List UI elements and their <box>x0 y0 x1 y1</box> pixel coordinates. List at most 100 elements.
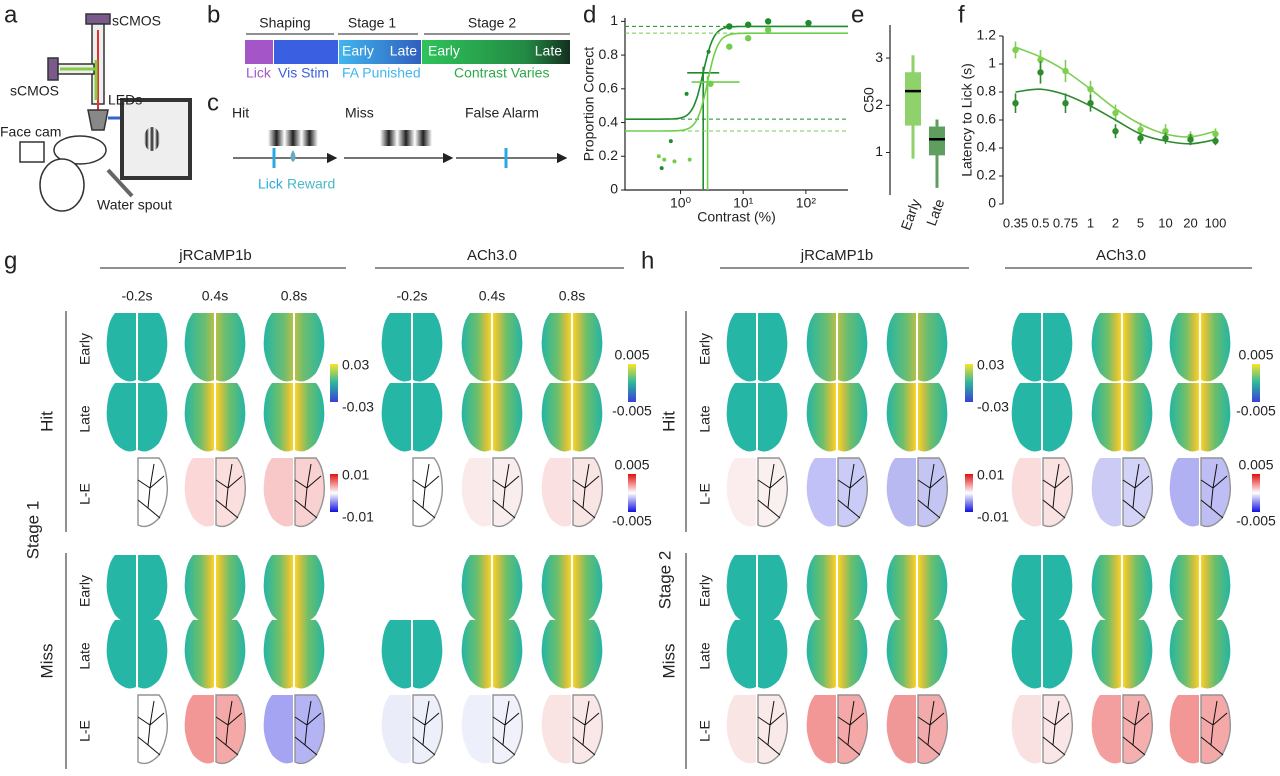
hemisphere <box>806 695 836 764</box>
point <box>744 35 752 42</box>
hemisphere <box>1011 313 1041 382</box>
category-label: Early <box>897 197 923 232</box>
hemisphere <box>1091 555 1121 624</box>
colorbar <box>1252 364 1260 402</box>
phase-label: Stage 2 <box>468 15 516 31</box>
hemisphere <box>837 694 869 765</box>
point <box>656 154 661 159</box>
brain-map <box>541 620 603 689</box>
hemisphere <box>541 695 571 764</box>
phase-note: Contrast Varies <box>454 65 549 81</box>
area-borders <box>412 463 440 519</box>
phase-note: Lick <box>246 65 272 81</box>
hemisphere <box>137 457 169 528</box>
apparatus-label: LEDs <box>108 92 142 108</box>
row-label: Early <box>77 333 93 365</box>
segment <box>422 40 570 64</box>
row-label: Early <box>697 575 713 607</box>
brain-map <box>263 694 326 765</box>
hemisphere <box>138 313 168 382</box>
point <box>1012 100 1019 107</box>
time-label: -0.2s <box>396 288 427 304</box>
hemisphere <box>757 457 789 528</box>
area-borders <box>1122 463 1150 519</box>
hemisphere <box>726 620 756 689</box>
hemisphere <box>1011 695 1041 764</box>
hemisphere <box>726 555 756 624</box>
hemisphere <box>381 458 411 527</box>
y-tick-label: 1.2 <box>977 27 997 43</box>
hemisphere <box>572 694 604 765</box>
colorbar <box>628 474 636 512</box>
point <box>1137 126 1144 133</box>
point <box>1187 136 1194 143</box>
y-tick-label: 0.2 <box>977 167 997 183</box>
brain-map <box>184 694 247 765</box>
colorbar-tick: 0.005 <box>1238 457 1273 473</box>
hemisphere <box>726 383 756 452</box>
indicator-header: ACh3.0 <box>1096 247 1146 264</box>
hemisphere <box>541 313 571 382</box>
brain-map <box>381 383 443 452</box>
hemisphere <box>412 694 444 765</box>
phase-note: FA Punished <box>342 65 421 81</box>
hemisphere <box>573 313 603 382</box>
point <box>764 26 772 34</box>
point <box>1212 130 1219 138</box>
brain-map <box>886 620 948 689</box>
brain-map <box>263 383 325 452</box>
area-borders <box>294 463 322 519</box>
hemisphere <box>838 383 868 452</box>
area-borders <box>837 700 865 756</box>
panel-letter: c <box>207 89 219 116</box>
hemisphere <box>1123 555 1153 624</box>
brain-map <box>1011 694 1074 765</box>
category-label: Late <box>923 197 947 228</box>
colorbar-tick: 0.03 <box>977 357 1004 373</box>
area-borders <box>137 700 165 756</box>
area-borders <box>837 463 865 519</box>
hemisphere <box>1169 695 1199 764</box>
hemisphere <box>886 555 916 624</box>
hemisphere <box>758 383 788 452</box>
area-borders <box>137 463 165 519</box>
hemisphere <box>541 458 571 527</box>
brain-map <box>806 383 868 452</box>
hemisphere <box>381 383 411 452</box>
area-borders <box>492 700 520 756</box>
hemisphere <box>1043 313 1073 382</box>
y-tick-label: 0.6 <box>599 80 619 96</box>
brain-map <box>106 694 169 765</box>
brain-map <box>1011 457 1074 528</box>
brain-map <box>806 457 869 528</box>
point <box>726 43 733 50</box>
brain-map <box>1091 457 1154 528</box>
brain-map <box>726 555 788 624</box>
area-borders <box>215 463 243 519</box>
hemisphere <box>137 694 169 765</box>
fit-curve <box>625 25 848 120</box>
hemisphere <box>541 555 571 624</box>
hemisphere <box>295 313 325 382</box>
x-tick-label: 1 <box>1087 215 1094 230</box>
area-borders <box>572 700 600 756</box>
box <box>929 126 945 156</box>
hemisphere <box>1201 383 1231 452</box>
hemisphere <box>573 555 603 624</box>
hemisphere <box>806 620 836 689</box>
brain-map <box>263 620 325 689</box>
hemisphere <box>837 457 869 528</box>
hemisphere <box>216 383 246 452</box>
colorbar <box>965 364 973 402</box>
area-borders <box>1200 463 1228 519</box>
area-borders <box>1042 700 1070 756</box>
hemisphere <box>184 695 214 764</box>
brain-map <box>1011 620 1073 689</box>
hemisphere <box>106 695 136 764</box>
panel-letter: h <box>641 247 654 274</box>
stage-label: Stage 2 <box>655 551 674 610</box>
brain-map <box>726 620 788 689</box>
point <box>744 21 752 28</box>
x-axis-label: Contrast (%) <box>697 209 776 225</box>
